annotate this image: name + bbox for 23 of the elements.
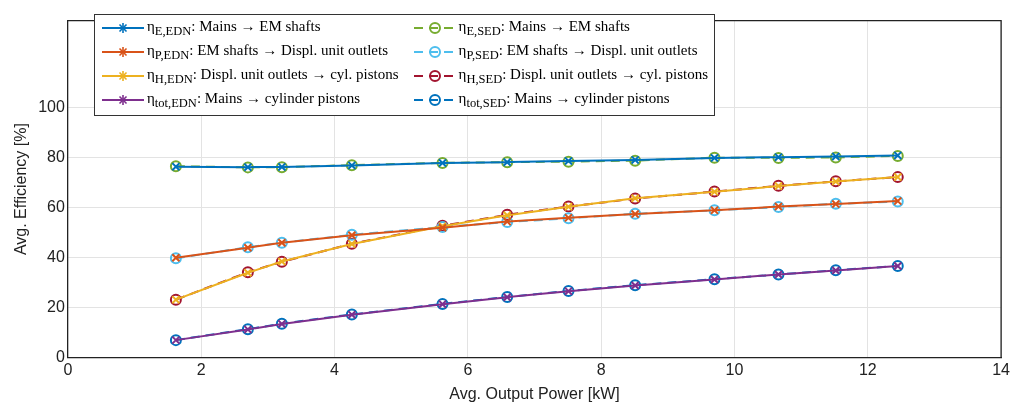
y-tick-label: 100 (38, 98, 65, 116)
x-tick-label: 2 (196, 360, 206, 378)
y-tick-label: 40 (47, 248, 65, 266)
x-tick-label: 10 (725, 360, 744, 378)
x-tick-label: 14 (992, 360, 1011, 378)
x-tick-label: 12 (858, 360, 877, 378)
y-tick-label: 80 (47, 148, 65, 166)
y-tick-label: 60 (47, 198, 65, 216)
legend-label: η$_{tot,EDN}$: Mains → cylinder pistons (147, 90, 361, 110)
y-axis-title: Avg. Efficiency [%] (12, 123, 30, 256)
legend-label: η$_{H,EDN}$: Displ. unit outlets → cyl. pistons (147, 66, 399, 86)
legend-label: η$_{H,SED}$: Displ. unit outlets → cyl. pistons (458, 66, 709, 86)
x-axis-title: Avg. Output Power [kW] (449, 384, 620, 402)
legend-label: η$_{E,SED}$: Mains → EM shafts (458, 18, 630, 38)
legend-label: η$_{tot,SED}$: Mains → cylinder pistons (458, 90, 670, 110)
legend-label: η$_{P,SED}$: EM shafts → Displ. unit outlets (458, 42, 698, 62)
y-tick-label: 20 (47, 298, 65, 316)
x-tick-label: 4 (330, 360, 340, 378)
legend-label: η$_{E,EDN}$: Mains → EM shafts (147, 18, 321, 38)
x-tick-label: 6 (463, 360, 473, 378)
legend-label: η$_{P,EDN}$: EM shafts → Displ. unit outlets (147, 42, 388, 62)
x-tick-label: 8 (596, 360, 606, 378)
y-tick-label: 0 (55, 348, 65, 366)
